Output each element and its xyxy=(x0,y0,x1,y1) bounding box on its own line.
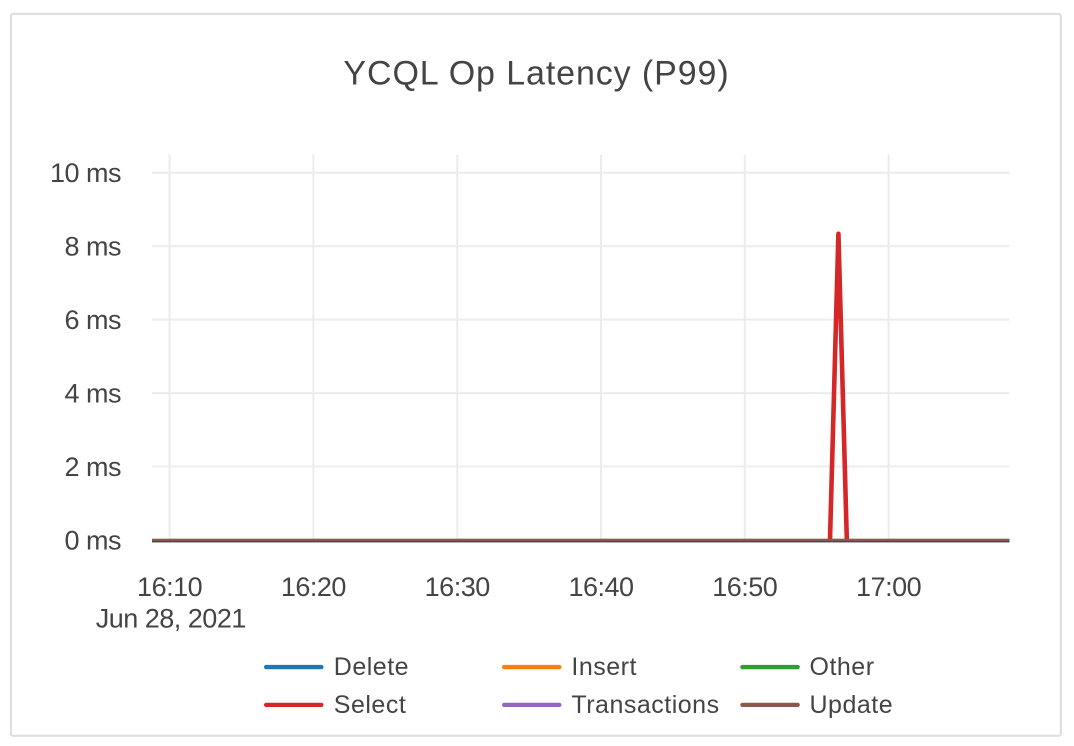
svg-text:Update: Update xyxy=(810,691,894,719)
svg-text:Other: Other xyxy=(810,653,875,681)
svg-text:0 ms: 0 ms xyxy=(64,526,121,556)
svg-text:16:40: 16:40 xyxy=(568,572,633,602)
svg-text:10 ms: 10 ms xyxy=(50,158,121,188)
svg-text:4 ms: 4 ms xyxy=(64,379,121,409)
svg-text:Jun 28, 2021: Jun 28, 2021 xyxy=(96,603,246,633)
svg-text:YCQL Op Latency (P99): YCQL Op Latency (P99) xyxy=(343,54,729,92)
svg-text:6 ms: 6 ms xyxy=(64,305,121,335)
svg-text:16:10: 16:10 xyxy=(137,572,202,602)
svg-text:8 ms: 8 ms xyxy=(64,232,121,262)
svg-text:Insert: Insert xyxy=(571,653,637,681)
svg-text:16:50: 16:50 xyxy=(712,572,777,602)
svg-text:16:20: 16:20 xyxy=(281,572,346,602)
svg-text:16:30: 16:30 xyxy=(425,572,490,602)
svg-text:Transactions: Transactions xyxy=(571,691,719,719)
svg-text:2 ms: 2 ms xyxy=(64,452,121,482)
svg-text:Delete: Delete xyxy=(334,653,409,681)
svg-text:Select: Select xyxy=(334,691,406,719)
svg-text:17:00: 17:00 xyxy=(856,572,921,602)
